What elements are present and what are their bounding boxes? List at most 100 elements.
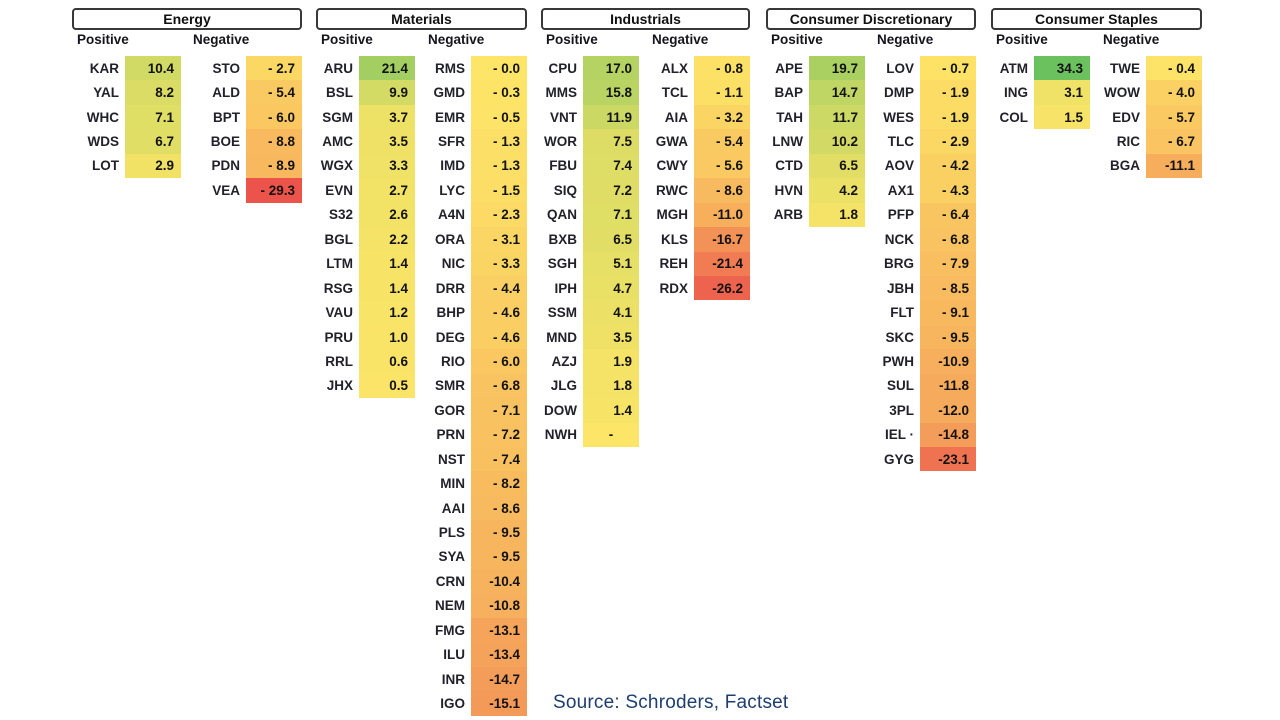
value-cell: -10.4: [471, 569, 527, 594]
ticker-cell: AAI: [441, 500, 465, 516]
value-cell: - 4.3: [920, 178, 976, 203]
table-row: BGL 2.2: [316, 227, 415, 252]
ticker-cell: LOT: [92, 158, 119, 174]
section-title: Materials: [316, 8, 527, 30]
ticker-cell: TLC: [887, 134, 914, 150]
positive-column: APE 19.7 BAP 14.7 TAH 11.7 LNW 10.2 CTD 6.5 HVN 4.2…: [766, 56, 865, 471]
table-row: BRG - 7.9: [877, 251, 976, 276]
value-cell: - 9.5: [471, 544, 527, 570]
table-row: PWH -10.9: [877, 349, 976, 374]
value-cell: - 8.6: [471, 495, 527, 521]
value-cell: - 0.4: [1146, 56, 1202, 81]
positive-column: CPU 17.0 MMS 15.8 VNT 11.9 WOR 7.5 FBU 7.4 SIQ 7.2 Q…: [541, 56, 639, 447]
value-cell: 10.2: [809, 129, 865, 154]
table-row: DRR - 4.4: [428, 275, 527, 301]
ticker-cell: PFP: [887, 207, 914, 223]
negative-column-label: Negative: [877, 32, 934, 47]
ticker-cell: RWC: [656, 182, 688, 198]
ticker-cell: RIO: [440, 353, 465, 369]
table-row: INR -14.7: [428, 666, 527, 692]
value-cell: -: [583, 422, 639, 447]
value-cell: -12.0: [920, 398, 976, 423]
ticker-cell: TCL: [661, 85, 688, 101]
sector-section-industrials: Industrials Positive Negative CPU 17.0 MMS 15.…: [541, 8, 750, 447]
ticker-cell: GWA: [655, 134, 688, 150]
table-row: WHC 7.1: [72, 104, 181, 130]
table-row: WDS 6.7: [72, 129, 181, 154]
ticker-cell: YAL: [93, 85, 119, 101]
value-cell: - 6.0: [246, 104, 302, 130]
ticker-cell: ATM: [999, 60, 1028, 76]
table-row: VEA - 29.3: [193, 178, 302, 203]
ticker-cell: JBH: [886, 280, 914, 296]
table-row: COL 1.5: [991, 104, 1090, 130]
ticker-cell: REH: [659, 256, 688, 272]
ticker-cell: IMD: [440, 158, 465, 174]
ticker-cell: WES: [883, 109, 914, 125]
table-row: TLC - 2.9: [877, 129, 976, 154]
value-cell: - 4.2: [920, 153, 976, 179]
column-labels: Positive Negative: [766, 32, 976, 52]
sector-section-materials: Materials Positive Negative ARU 21.4 BSL 9.9 SG…: [316, 8, 527, 716]
table-row: AMC 3.5: [316, 129, 415, 154]
ticker-cell: 3PL: [889, 402, 914, 418]
ticker-cell: BGL: [324, 231, 354, 247]
value-cell: - 6.7: [1146, 129, 1202, 154]
value-cell: - 4.6: [471, 300, 527, 325]
value-cell: - 2.3: [471, 202, 527, 228]
value-cell: -10.9: [920, 349, 976, 374]
table-row: NIC - 3.3: [428, 251, 527, 276]
column-labels: Positive Negative: [991, 32, 1202, 52]
value-cell: - 29.3: [246, 178, 302, 203]
table-row: ARB 1.8: [766, 202, 865, 228]
ticker-cell: AMC: [322, 134, 353, 150]
section-title: Energy: [72, 8, 302, 30]
value-cell: - 3.2: [694, 104, 750, 130]
value-cell: - 7.4: [471, 447, 527, 472]
table-row: IPH 4.7: [541, 275, 639, 301]
section-title: Consumer Discretionary: [766, 8, 976, 30]
table-row: FBU 7.4: [541, 153, 639, 179]
table-row: ALX - 0.8: [652, 56, 750, 81]
ticker-cell: MGH: [656, 207, 689, 223]
table-row: PFP - 6.4: [877, 202, 976, 228]
value-cell: - 1.3: [471, 153, 527, 179]
value-cell: -14.7: [471, 666, 527, 692]
ticker-cell: WDS: [87, 134, 120, 150]
ticker-cell: BPT: [213, 109, 240, 125]
value-cell: - 2.7: [246, 56, 302, 81]
table-row: YAL 8.2: [72, 80, 181, 105]
ticker-cell: GMD: [433, 85, 466, 101]
value-cell: - 0.3: [471, 80, 527, 105]
value-cell: 1.5: [1034, 104, 1090, 130]
value-cell: - 9.5: [471, 520, 527, 545]
table-row: SFR - 1.3: [428, 129, 527, 154]
ticker-cell: S32: [328, 207, 353, 223]
table-row: IGO -15.1: [428, 691, 527, 716]
value-cell: - 8.9: [246, 153, 302, 179]
table-row: STO - 2.7: [193, 56, 302, 81]
ticker-cell: RMS: [435, 60, 465, 76]
table-row: CTD 6.5: [766, 153, 865, 179]
table-row: REH -21.4: [652, 251, 750, 276]
ticker-cell: PWH: [882, 353, 915, 369]
ticker-cell: ALX: [661, 60, 688, 76]
table-row: AOV - 4.2: [877, 153, 976, 179]
table-row: GWA - 5.4: [652, 129, 750, 154]
table-row: KAR 10.4: [72, 56, 181, 81]
value-cell: 3.5: [359, 129, 415, 154]
ticker-cell: TWE: [1110, 60, 1140, 76]
value-cell: - 5.4: [246, 80, 302, 105]
table-row: EMR - 0.5: [428, 104, 527, 130]
table-row: TAH 11.7: [766, 104, 865, 130]
table-row: PRU 1.0: [316, 324, 415, 350]
ticker-cell: RIC: [1116, 134, 1140, 150]
ticker-cell: NST: [438, 451, 465, 467]
value-cell: 19.7: [809, 56, 865, 81]
ticker-cell: CWY: [656, 158, 689, 174]
ticker-cell: GOR: [434, 402, 465, 418]
table-row: QAN 7.1: [541, 202, 639, 228]
table-row: TWE - 0.4: [1103, 56, 1202, 81]
positive-column-label: Positive: [771, 32, 823, 47]
value-cell: - 4.4: [471, 275, 527, 301]
